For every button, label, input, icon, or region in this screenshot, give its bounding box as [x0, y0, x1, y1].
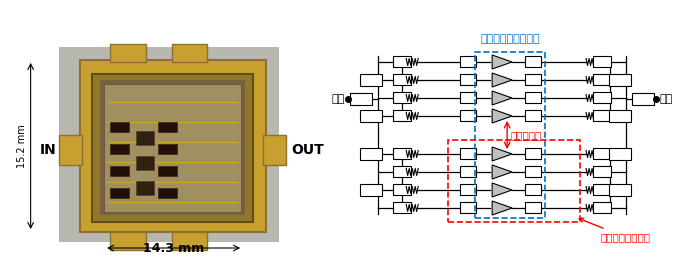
Bar	[525, 56, 541, 67]
Bar	[393, 202, 411, 213]
Text: トランジスタチップ: トランジスタチップ	[481, 34, 540, 44]
Bar	[593, 56, 611, 67]
Bar	[593, 166, 611, 177]
Text: OUT: OUT	[291, 143, 324, 157]
Bar	[111, 122, 129, 132]
Bar	[460, 110, 476, 121]
Bar	[172, 232, 208, 250]
Polygon shape	[492, 73, 512, 87]
Bar	[632, 93, 654, 105]
Bar	[264, 135, 286, 165]
Bar	[80, 60, 266, 232]
Bar	[393, 56, 411, 67]
Bar	[111, 188, 129, 198]
Bar	[360, 184, 382, 196]
Polygon shape	[492, 147, 512, 161]
Bar	[460, 184, 476, 195]
Bar	[393, 184, 411, 195]
Polygon shape	[492, 165, 512, 179]
Bar	[393, 74, 411, 85]
Polygon shape	[492, 201, 512, 215]
Bar	[593, 202, 611, 213]
Bar	[593, 148, 611, 159]
Text: 15.2 mm: 15.2 mm	[18, 124, 28, 168]
Bar	[460, 148, 476, 159]
Bar	[525, 184, 541, 195]
Bar	[593, 110, 611, 121]
Bar	[136, 156, 154, 170]
Bar	[111, 144, 129, 154]
Bar	[593, 74, 611, 85]
Bar	[609, 110, 631, 122]
Bar	[100, 80, 245, 215]
Bar	[460, 202, 476, 213]
Bar	[393, 110, 411, 121]
Bar	[393, 148, 411, 159]
Bar	[104, 84, 241, 212]
Text: 熱干渉抑制: 熱干渉抑制	[510, 130, 541, 140]
Bar	[158, 166, 177, 176]
Bar	[609, 74, 631, 86]
Bar	[172, 44, 208, 62]
Polygon shape	[492, 55, 512, 69]
Bar	[59, 47, 279, 242]
Bar	[593, 184, 611, 195]
Bar	[525, 148, 541, 159]
Bar	[525, 202, 541, 213]
Bar	[393, 92, 411, 103]
Bar	[460, 74, 476, 85]
Bar	[609, 184, 631, 196]
Bar	[360, 148, 382, 160]
Bar	[360, 74, 382, 86]
Bar	[609, 148, 631, 160]
Bar	[460, 56, 476, 67]
Bar	[136, 181, 154, 195]
Bar	[360, 110, 382, 122]
Bar	[525, 92, 541, 103]
Polygon shape	[492, 91, 512, 105]
Polygon shape	[492, 183, 512, 197]
Bar	[593, 92, 611, 103]
Bar	[475, 52, 545, 218]
Bar	[460, 166, 476, 177]
Text: IN: IN	[39, 143, 56, 157]
Bar	[158, 144, 177, 154]
Bar	[460, 92, 476, 103]
Bar	[92, 74, 253, 222]
Bar	[393, 166, 411, 177]
Bar	[525, 110, 541, 121]
Bar	[350, 93, 372, 105]
Bar	[525, 166, 541, 177]
Bar	[111, 166, 129, 176]
Bar	[59, 135, 82, 165]
Text: 出力: 出力	[659, 94, 672, 104]
Polygon shape	[492, 109, 512, 123]
Bar	[136, 131, 154, 145]
Bar	[448, 140, 580, 222]
Bar	[111, 44, 146, 62]
Bar	[158, 122, 177, 132]
Text: 入力: 入力	[332, 94, 345, 104]
Text: 多分割入出力線路: 多分割入出力線路	[579, 218, 650, 242]
Bar	[525, 74, 541, 85]
Text: 14.3 mm: 14.3 mm	[143, 242, 204, 255]
Bar	[111, 232, 146, 250]
Bar	[158, 188, 177, 198]
